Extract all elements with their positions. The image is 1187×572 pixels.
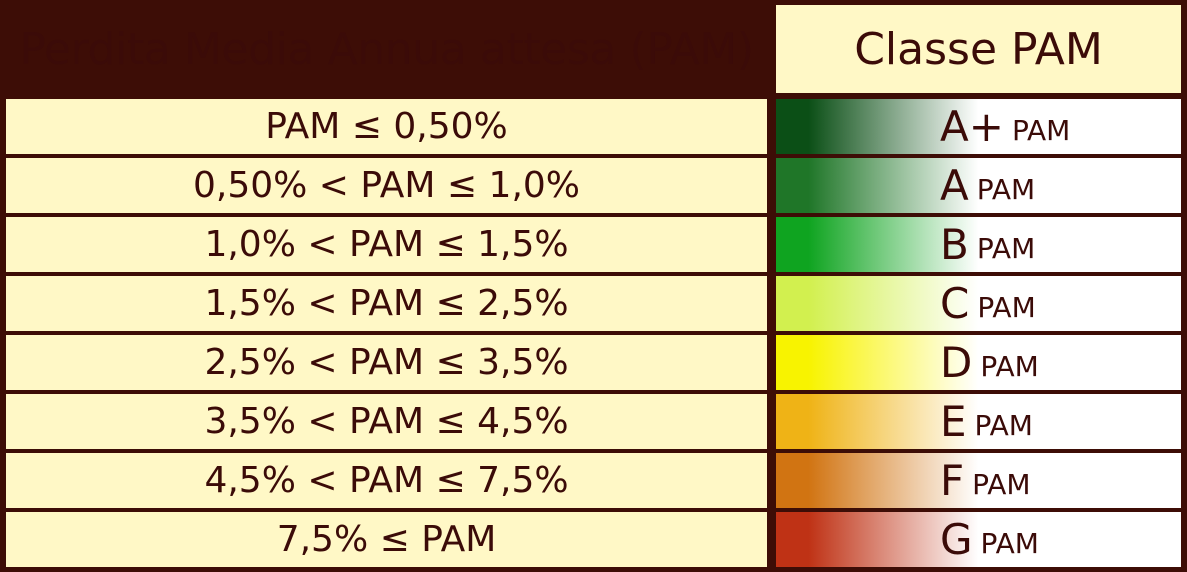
row-range-f: 4,5% < PAM ≤ 7,5% [6,453,767,508]
row-range-b: 1,0% < PAM ≤ 1,5% [6,217,767,272]
header-pam-class: Classe PAM [776,5,1181,93]
row-class-a-plus: A+ PAM [776,99,1181,154]
row-class-d: D PAM [776,335,1181,390]
class-suffix: PAM [980,526,1039,560]
row-range-c: 1,5% < PAM ≤ 2,5% [6,276,767,331]
row-class-f: F PAM [776,453,1181,508]
row-range-a: 0,50% < PAM ≤ 1,0% [6,158,767,213]
class-letter: C [940,278,970,328]
class-suffix: PAM [1011,113,1071,147]
class-letter: G [940,514,973,564]
class-suffix: PAM [972,467,1031,501]
header-pam-range: Perdita Media Annua attesa (PAM) [19,23,754,75]
class-letter: D [940,337,973,387]
class-suffix: PAM [974,408,1033,442]
class-letter: A [940,160,969,210]
class-letter: A+ [940,101,1004,151]
row-class-c: C PAM [776,276,1181,331]
class-suffix: PAM [976,231,1036,265]
row-range-g: 7,5% ≤ PAM [6,512,767,567]
row-range-e: 3,5% < PAM ≤ 4,5% [6,394,767,449]
class-letter: E [940,396,967,446]
class-suffix: PAM [977,290,1036,324]
row-class-a: A PAM [776,158,1181,213]
row-class-g: G PAM [776,512,1181,567]
class-suffix: PAM [976,172,1036,206]
row-range-d: 2,5% < PAM ≤ 3,5% [6,335,767,390]
class-suffix: PAM [980,349,1039,383]
row-class-e: E PAM [776,394,1181,449]
row-class-b: B PAM [776,217,1181,272]
class-letter: B [940,219,969,269]
row-range-a-plus: PAM ≤ 0,50% [6,99,767,154]
class-letter: F [940,455,965,505]
